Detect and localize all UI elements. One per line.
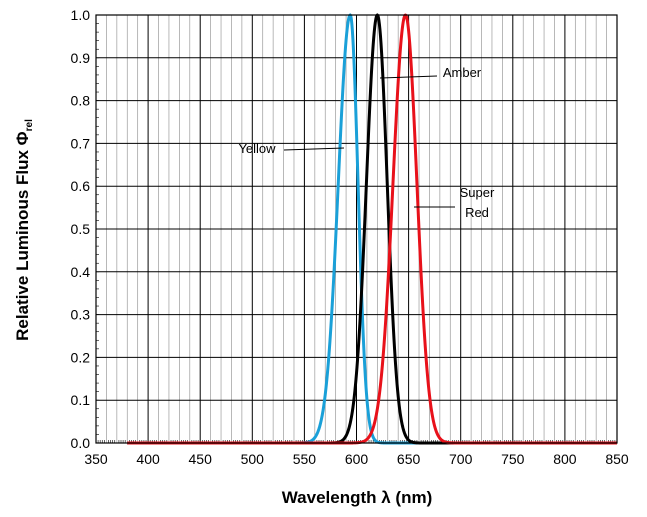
annotation-line: Red xyxy=(465,205,489,220)
y-tick-label: 0.2 xyxy=(71,349,91,365)
x-tick-label: 400 xyxy=(136,451,160,467)
x-tick-label: 450 xyxy=(189,451,213,467)
y-tick-label: 0.4 xyxy=(71,264,91,280)
y-tick-label: 0.1 xyxy=(71,392,91,408)
annotation-line: Yellow xyxy=(238,141,276,156)
x-tick-label: 700 xyxy=(449,451,473,467)
annotation-amber: Amber xyxy=(443,65,482,80)
x-tick-label: 600 xyxy=(345,451,369,467)
y-axis-title-subscript: rel xyxy=(24,119,35,131)
leader-line-amber xyxy=(379,75,438,79)
x-tick-label: 750 xyxy=(501,451,525,467)
x-tick-label: 850 xyxy=(605,451,629,467)
x-tick-label: 800 xyxy=(553,451,577,467)
y-tick-labels: 0.0 0.1 0.2 0.3 0.4 0.5 0.6 0.7 0.8 0.9 1.0 xyxy=(71,7,91,451)
y-tick-label: 0.7 xyxy=(71,135,91,151)
x-tick-labels: 350 400 450 500 550 600 650 700 750 800 850 xyxy=(84,451,629,467)
y-tick-label: 0.5 xyxy=(71,221,91,237)
y-tick-label: 0.6 xyxy=(71,178,91,194)
annotation-yellow: Yellow xyxy=(238,141,276,156)
leader-line-yellow xyxy=(283,147,345,151)
y-axis-title-main: Relative Luminous Flux Φ xyxy=(13,131,32,341)
y-tick-label: 1.0 xyxy=(71,7,91,23)
plot-frame xyxy=(95,14,618,444)
y-axis-title: Relative Luminous Flux Φrel xyxy=(13,119,35,341)
annotation-line: Amber xyxy=(443,65,482,80)
x-tick-label: 500 xyxy=(241,451,265,467)
x-axis-title: Wavelength λ (nm) xyxy=(282,488,433,507)
annotation-line: Super xyxy=(460,185,495,200)
y-tick-label: 0.0 xyxy=(71,435,91,451)
y-tick-label: 0.8 xyxy=(71,93,91,109)
x-tick-label: 650 xyxy=(397,451,421,467)
x-tick-label: 550 xyxy=(293,451,317,467)
x-tick-label: 350 xyxy=(84,451,108,467)
annotation-super-red: Super Red xyxy=(460,185,495,220)
series-annotations: Yellow Amber Super Red xyxy=(238,65,495,220)
y-tick-label: 0.3 xyxy=(71,307,91,323)
y-tick-label: 0.9 xyxy=(71,50,91,66)
